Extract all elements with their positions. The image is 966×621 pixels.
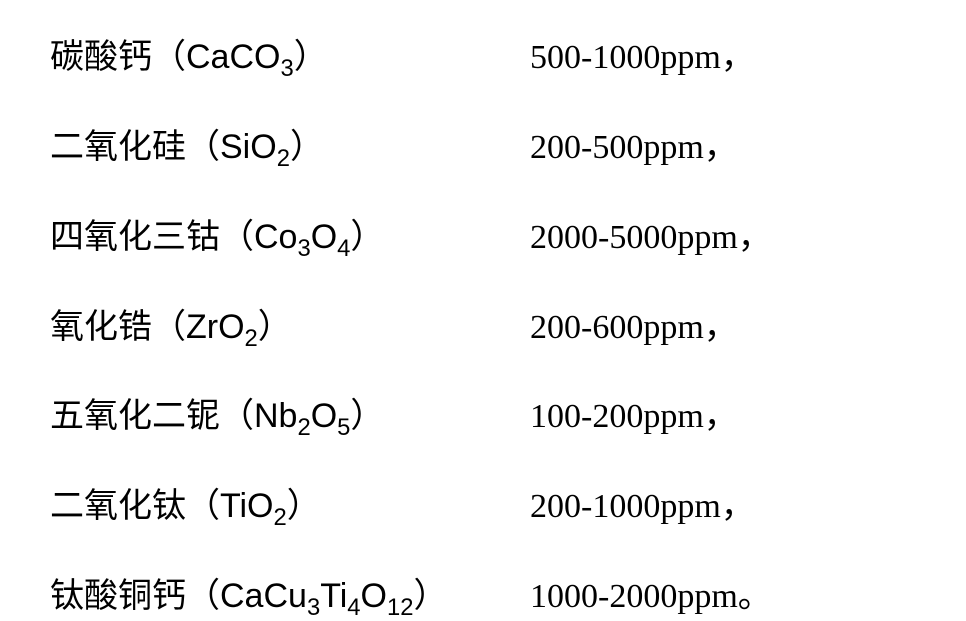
name-cn: 二氧化硅 (50, 129, 186, 166)
value: 200-1000ppm (530, 488, 721, 525)
compound-row: 钛酸铜钙（CaCu3Ti4O12） 1000-2000ppm。 (50, 569, 926, 621)
value: 100-200ppm (530, 398, 704, 435)
terminator: ， (721, 39, 755, 76)
compound-row: 碳酸钙（CaCO3） 500-1000ppm， (50, 30, 926, 88)
terminator: ， (704, 398, 738, 435)
compound-name: 氧化锆（ZrO2） (50, 300, 530, 358)
terminator: ， (704, 309, 738, 346)
value: 2000-5000ppm (530, 219, 738, 256)
terminator: ， (704, 129, 738, 166)
name-cn: 四氧化三钴 (50, 219, 220, 256)
paren-close: ） (294, 39, 328, 76)
compound-value: 100-200ppm， (530, 390, 738, 444)
formula: CaCO3 (186, 38, 294, 76)
compound-name: 四氧化三钴（Co3O4） (50, 210, 530, 268)
compound-value: 200-1000ppm， (530, 480, 755, 534)
formula: Nb2O5 (254, 397, 350, 435)
paren-close: ） (350, 398, 384, 435)
compound-name: 五氧化二铌（Nb2O5） (50, 389, 530, 447)
paren-close: ） (258, 309, 292, 346)
compound-row: 二氧化硅（SiO2） 200-500ppm， (50, 120, 926, 178)
value: 500-1000ppm (530, 39, 721, 76)
paren-open: （ (186, 578, 220, 615)
compound-value: 200-500ppm， (530, 121, 738, 175)
compound-list: 碳酸钙（CaCO3） 500-1000ppm， 二氧化硅（SiO2） 200-5… (0, 0, 966, 621)
value: 1000-2000ppm (530, 578, 738, 615)
compound-value: 1000-2000ppm。 (530, 570, 772, 621)
compound-name: 钛酸铜钙（CaCu3Ti4O12） (50, 569, 530, 621)
compound-name: 二氧化钛（TiO2） (50, 479, 530, 537)
paren-close: ） (350, 219, 384, 256)
paren-open: （ (152, 309, 186, 346)
compound-row: 氧化锆（ZrO2） 200-600ppm， (50, 300, 926, 358)
compound-value: 500-1000ppm， (530, 31, 755, 85)
paren-open: （ (220, 219, 254, 256)
value: 200-500ppm (530, 129, 704, 166)
compound-value: 200-600ppm， (530, 301, 738, 355)
compound-row: 四氧化三钴（Co3O4） 2000-5000ppm， (50, 210, 926, 268)
compound-name: 二氧化硅（SiO2） (50, 120, 530, 178)
paren-close: ） (290, 129, 324, 166)
formula: Co3O4 (254, 218, 350, 256)
terminator: 。 (738, 578, 772, 615)
terminator: ， (721, 488, 755, 525)
formula: SiO2 (220, 128, 290, 166)
formula: CaCu3Ti4O12 (220, 577, 413, 615)
paren-open: （ (186, 129, 220, 166)
paren-open: （ (152, 39, 186, 76)
name-cn: 钛酸铜钙 (50, 578, 186, 615)
value: 200-600ppm (530, 309, 704, 346)
paren-open: （ (220, 398, 254, 435)
compound-row: 五氧化二铌（Nb2O5） 100-200ppm， (50, 389, 926, 447)
name-cn: 二氧化钛 (50, 488, 186, 525)
paren-close: ） (287, 488, 321, 525)
compound-value: 2000-5000ppm， (530, 211, 772, 265)
formula: TiO2 (220, 487, 287, 525)
paren-close: ） (413, 578, 447, 615)
compound-name: 碳酸钙（CaCO3） (50, 30, 530, 88)
formula: ZrO2 (186, 308, 258, 346)
compound-row: 二氧化钛（TiO2） 200-1000ppm， (50, 479, 926, 537)
terminator: ， (738, 219, 772, 256)
name-cn: 五氧化二铌 (50, 398, 220, 435)
paren-open: （ (186, 488, 220, 525)
name-cn: 氧化锆 (50, 309, 152, 346)
name-cn: 碳酸钙 (50, 39, 152, 76)
